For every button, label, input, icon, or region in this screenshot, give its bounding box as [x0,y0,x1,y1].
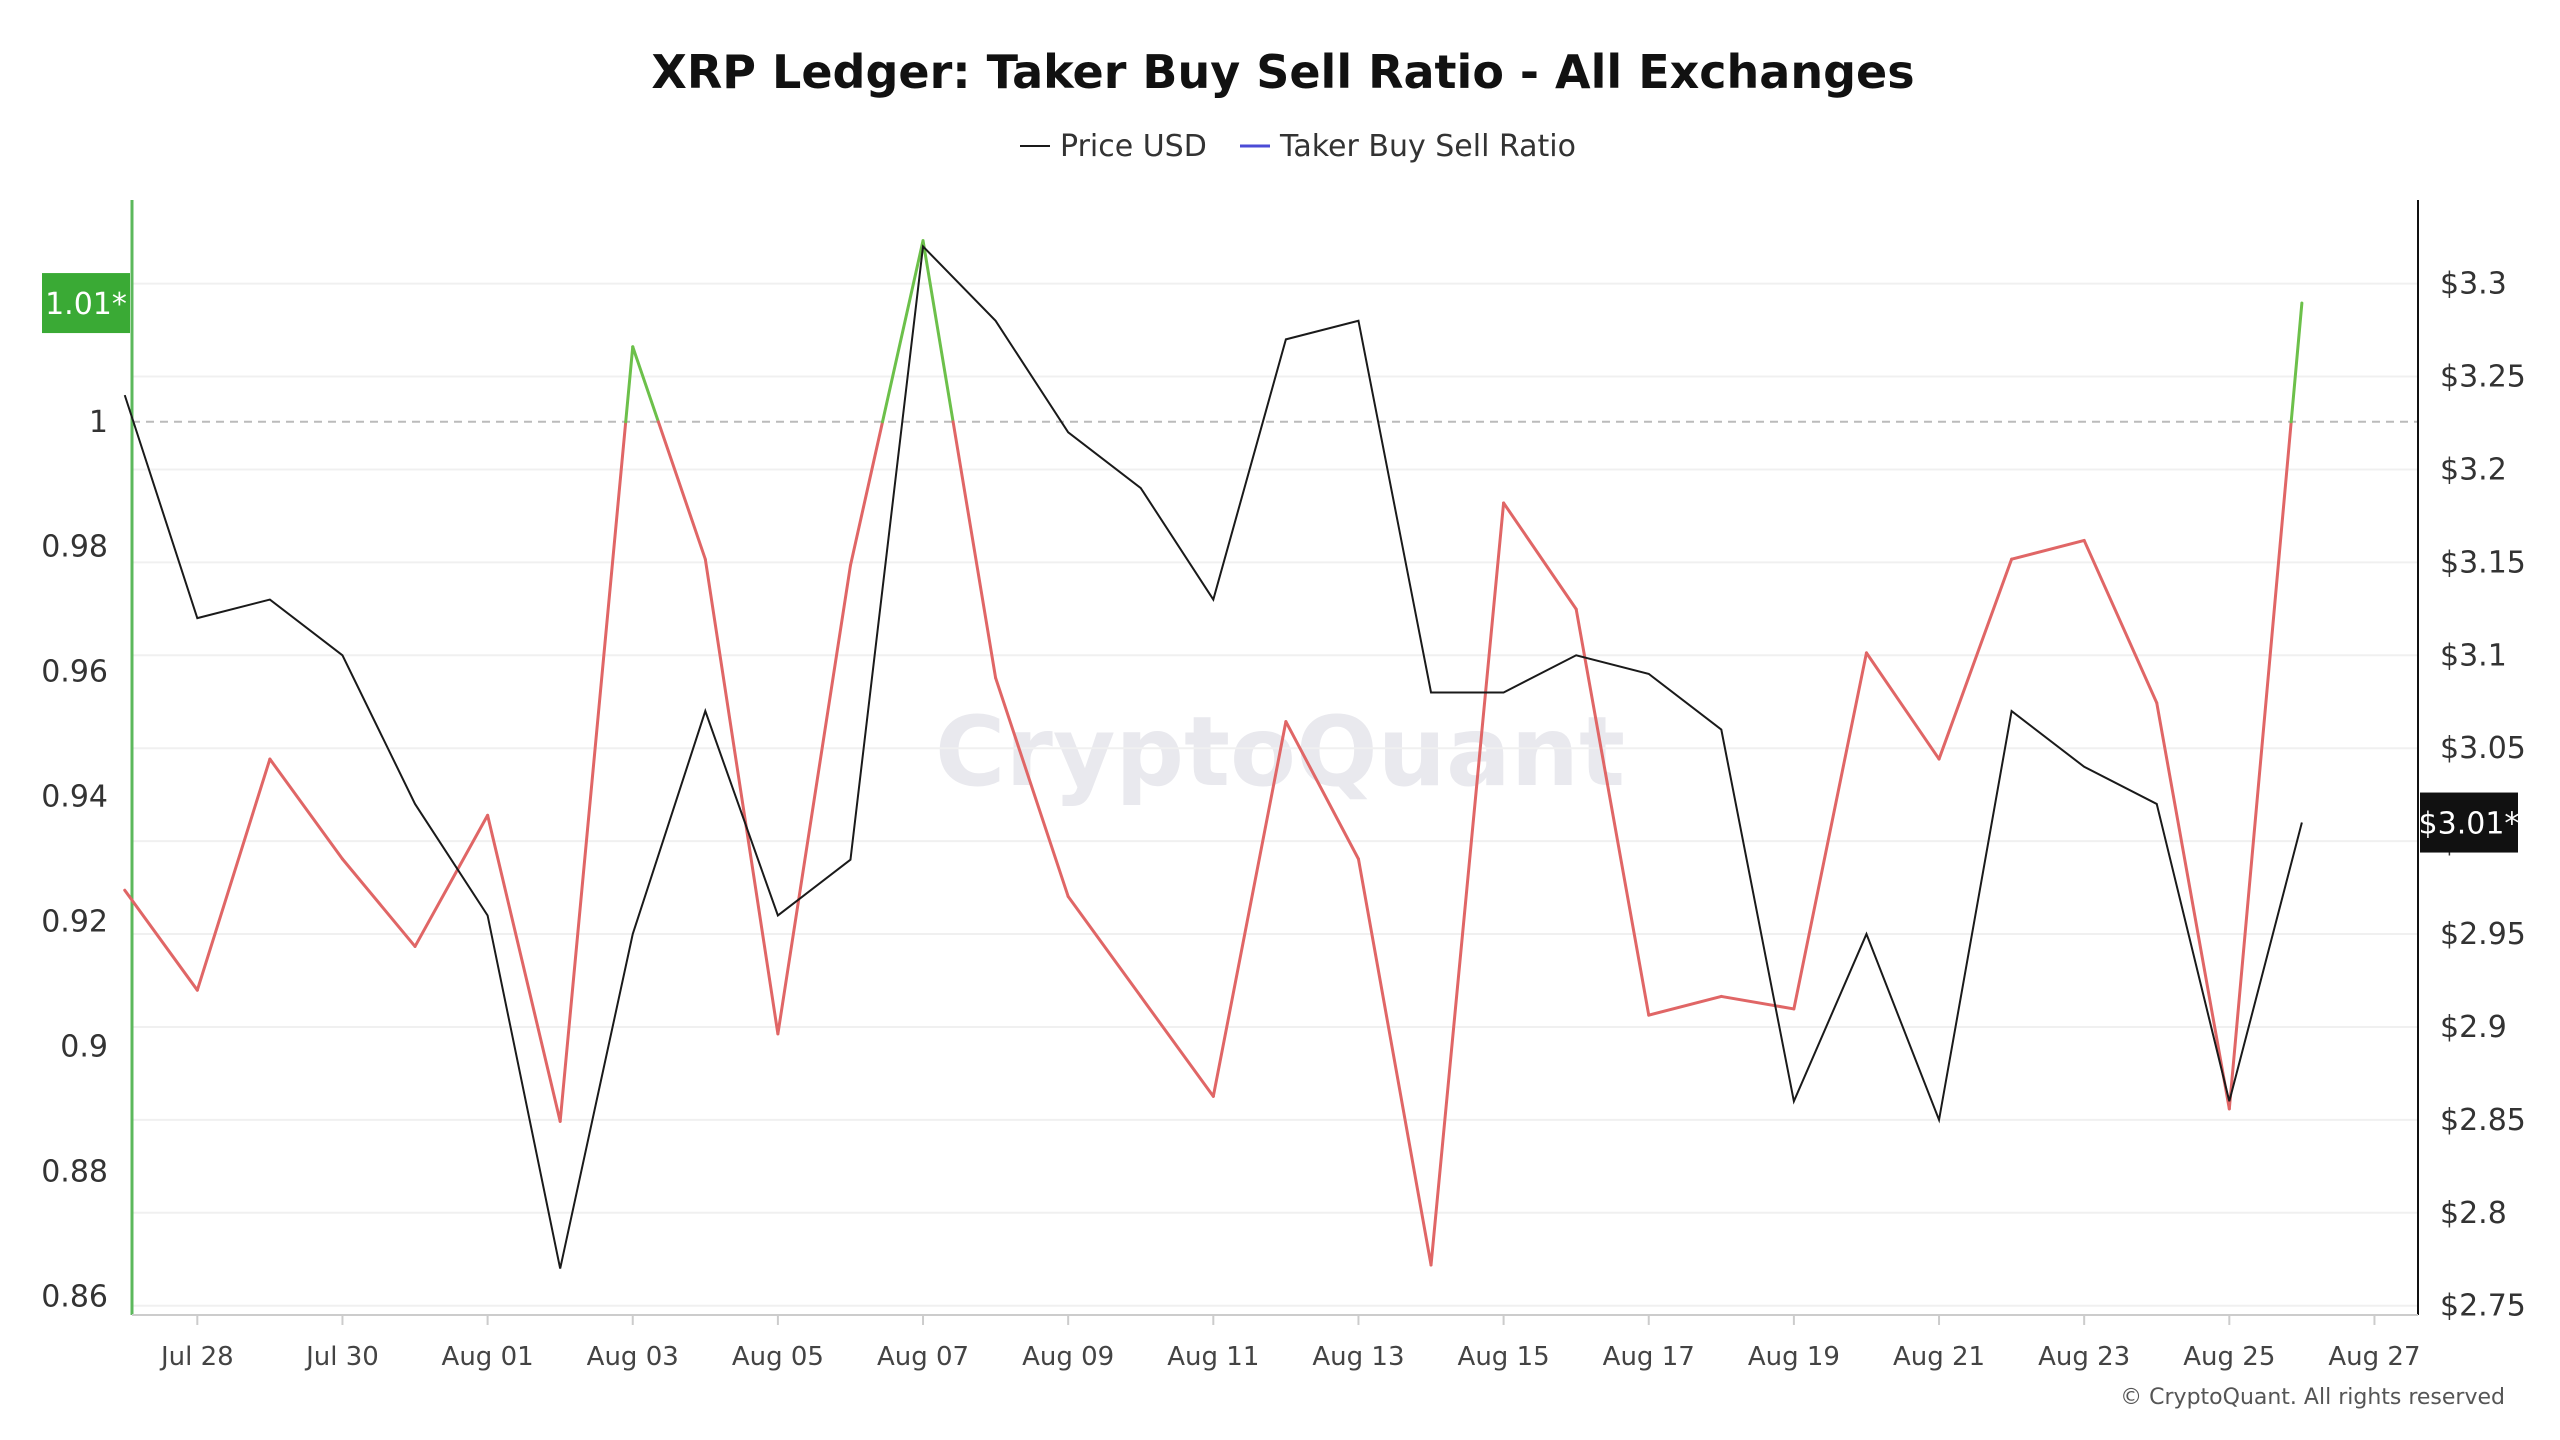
ratio-segment [2227,420,2293,1111]
ratio-segment [951,420,998,680]
right-tick-label: $2.95 [2440,917,2526,952]
taker-buy-sell-ratio-series[interactable] [123,239,2304,1267]
ratio-segment [268,757,344,861]
ratio-segment [1647,994,1723,1017]
x-tick-label: Aug 01 [442,1342,534,1372]
ratio-segment [994,676,1070,898]
ratio-segment [1139,994,1215,1098]
ratio-segment [703,557,780,1036]
right-tick-label: $3.25 [2440,360,2526,395]
left-tick-label: 0.92 [41,904,108,939]
left-tick-label: 0.88 [41,1154,108,1189]
ratio-segment [1066,894,1143,998]
ratio-segment [624,345,635,424]
chart-title: XRP Ledger: Taker Buy Sell Ratio - All E… [651,45,1914,99]
x-tick-label: Aug 03 [587,1342,679,1372]
ratio-segment [340,857,417,948]
x-tick-label: Aug 23 [2038,1342,2130,1372]
right-tick-label: $3.15 [2440,545,2526,580]
x-tick-label: Jul 30 [304,1342,379,1372]
right-tick-label: $2.8 [2440,1196,2507,1231]
copyright: © CryptoQuant. All rights reserved [2120,1385,2505,1410]
left-badge-text: 1.01* [45,287,127,322]
x-tick-label: Aug 13 [1312,1342,1404,1372]
left-tick-label: 0.9 [60,1029,108,1064]
ratio-segment [2082,538,2159,705]
ratio-segment [1356,857,1433,1267]
right-value-badge: $3.01* [2419,792,2520,853]
x-tick-label: Aug 27 [2328,1342,2420,1372]
ratio-segment [776,563,852,1036]
ratio-segment [2289,301,2304,424]
left-tick-label: 0.86 [41,1279,108,1314]
x-tick-label: Jul 28 [159,1342,234,1372]
ratio-segment [123,888,199,992]
ratio-segment [1937,557,2014,761]
left-value-badge: 1.01* [42,273,130,334]
right-tick-label: $2.9 [2440,1010,2507,1045]
ratio-segment [1792,651,1868,1011]
x-tick-label: Aug 25 [2183,1342,2275,1372]
left-tick-label: 1 [89,405,108,440]
x-axis-ticks: Jul 28 Jul 30 Aug 01 Aug 03 Aug 05 Aug 07 Aug … [159,1315,2421,1372]
x-tick-label: Aug 17 [1603,1342,1695,1372]
ratio-segment [1284,720,1360,861]
legend: Price USD Taker Buy Sell Ratio [1020,129,1576,164]
ratio-segment [881,239,925,424]
ratio-segment [921,239,955,424]
ratio-segment [1719,994,1796,1011]
ratio-segment [848,420,885,567]
x-tick-label: Aug 21 [1893,1342,1985,1372]
gridlines [132,282,2418,1307]
right-tick-label: $2.75 [2440,1289,2526,1324]
ratio-segment [2010,538,2086,561]
ratio-segment [1864,651,1941,761]
ratio-segment [558,420,628,1123]
ratio-segment [1574,607,1651,1017]
ratio-segment [631,345,660,424]
left-tick-label: 0.94 [41,780,108,815]
x-tick-label: Aug 19 [1748,1342,1840,1372]
x-tick-label: Aug 15 [1458,1342,1550,1372]
ratio-segment [1211,720,1288,1098]
x-tick-label: Aug 05 [732,1342,824,1372]
right-tick-label: $3.3 [2440,267,2507,302]
x-tick-label: Aug 11 [1167,1342,1259,1372]
left-axis-ticks: 0.86 0.88 0.9 0.92 0.94 0.96 0.98 1 [41,405,108,1315]
ratio-segment [656,420,707,561]
x-tick-label: Aug 09 [1022,1342,1114,1372]
x-tick-label: Aug 07 [877,1342,969,1372]
ratio-segment [1429,501,1506,1267]
left-tick-label: 0.98 [41,530,108,565]
price-usd-line[interactable] [123,244,2303,1269]
ratio-segment [1502,501,1578,611]
left-tick-label: 0.96 [41,655,108,690]
right-tick-label: $2.85 [2440,1103,2526,1138]
right-tick-label: $3.05 [2440,731,2526,766]
legend-ratio-label[interactable]: Taker Buy Sell Ratio [1279,129,1576,164]
right-badge-text: $3.01* [2419,807,2520,842]
ratio-segment [195,757,272,992]
ratio-segment [413,813,490,948]
right-tick-label: $3.2 [2440,452,2507,487]
ratio-segment [2155,701,2231,1111]
legend-price-label[interactable]: Price USD [1060,129,1207,164]
right-tick-label: $3.1 [2440,638,2507,673]
ratio-segment [486,813,562,1123]
